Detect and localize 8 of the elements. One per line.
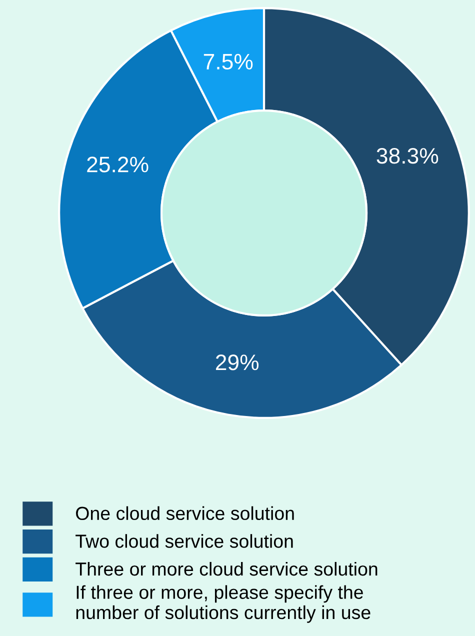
data-label: 7.5% — [204, 54, 253, 70]
legend-label: Two cloud service solution — [76, 534, 293, 548]
data-label: 38.3% — [376, 148, 438, 164]
data-label: 25.2% — [87, 156, 148, 172]
legend-label: If three or more, please specify the number of solutions currently in use — [76, 585, 370, 623]
legend-label: Three or more cloud service solution — [76, 562, 378, 576]
legend-label: One cloud service solution — [76, 506, 294, 520]
data-label: 29% — [216, 354, 259, 370]
